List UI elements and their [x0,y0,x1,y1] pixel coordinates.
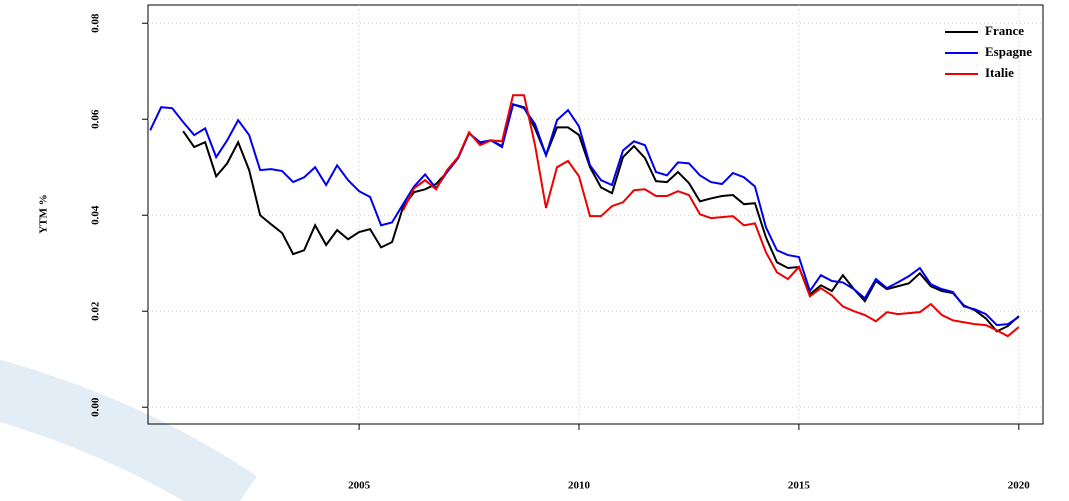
series-line [402,94,1020,338]
y-tick-label: 0.08 [90,13,102,33]
legend-label: Espagne [985,44,1032,59]
x-tick-label: 2005 [348,480,371,492]
y-tick-label: 0.02 [90,301,102,321]
y-tick-label: 0.04 [90,205,102,225]
x-tick-label: 2015 [788,480,811,492]
legend-label: France [985,23,1024,38]
x-tick-label: 2020 [1008,480,1031,492]
y-tick-label: 0.06 [90,109,102,129]
y-axis-label: YTM % [38,194,50,233]
y-tick-label: 0.00 [90,397,102,417]
plot-frame [147,4,1044,425]
series-line [182,103,1020,333]
watermark [0,359,257,501]
x-tick-label: 2010 [568,480,591,492]
series-line [149,103,1020,327]
legend-label: Italie [985,65,1014,80]
